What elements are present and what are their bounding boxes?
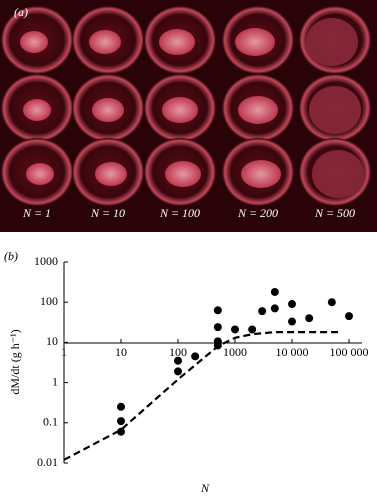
specimen [89, 30, 121, 54]
x-tick-label: 10 000 [276, 345, 309, 359]
y-tick-label: 1 [52, 374, 58, 388]
well-caption: N = 200 [237, 206, 278, 220]
specimen [238, 96, 278, 124]
model-line [63, 331, 341, 461]
specimen [26, 163, 54, 185]
y-axis-label: dM/dt (g h⁻¹) [8, 329, 22, 394]
y-tick-label: 100 [40, 294, 58, 308]
specimen [159, 29, 195, 55]
data-point [345, 312, 353, 321]
specimen [235, 28, 275, 56]
data-point [248, 325, 257, 334]
well-caption: N = 500 [314, 206, 355, 220]
specimen [165, 161, 201, 187]
photo-panel: (a) N = 1 N = 10 N = 100 N = 200 N = 500 [0, 0, 377, 232]
specimen [162, 97, 198, 123]
x-tick-label: 10 [115, 345, 127, 359]
data-point [231, 325, 239, 334]
x-tick-label: 1 [61, 345, 67, 359]
data-point [327, 298, 336, 307]
well-caption: N = 1 [22, 206, 51, 220]
data-point [117, 402, 125, 411]
specimen [312, 150, 364, 198]
specimen [306, 18, 358, 66]
data-point [270, 287, 279, 296]
specimen [95, 162, 127, 186]
x-axis-label: N [200, 481, 210, 495]
data-point [191, 352, 200, 361]
x-tick-label: 100 [169, 345, 187, 359]
specimen [23, 99, 51, 121]
data-point [174, 367, 182, 376]
well-caption: N = 10 [90, 206, 125, 220]
data-point [288, 300, 296, 309]
specimen [20, 31, 48, 53]
x-tick-label: 100 000 [330, 345, 369, 359]
data-point [117, 417, 125, 426]
data-point [174, 356, 182, 365]
specimen [309, 86, 361, 134]
data-point [117, 427, 125, 436]
data-point [213, 323, 222, 332]
y-tick-label: 0.1 [43, 415, 58, 429]
data-point [305, 314, 314, 323]
panel-label: (b) [4, 249, 18, 263]
y-tick-label: 10 [46, 334, 58, 348]
y-tick-label: 0.01 [37, 455, 58, 469]
data-point [270, 304, 279, 313]
well-caption: N = 100 [159, 206, 200, 220]
data-point [288, 317, 296, 326]
data-point [258, 307, 267, 316]
x-tick-label: 1000 [223, 345, 247, 359]
panel-label: (a) [14, 5, 28, 19]
wells [1, 6, 371, 206]
data-point [213, 306, 222, 315]
y-tick-label: 1000 [34, 254, 58, 268]
specimen [92, 98, 124, 122]
specimen [241, 160, 281, 188]
